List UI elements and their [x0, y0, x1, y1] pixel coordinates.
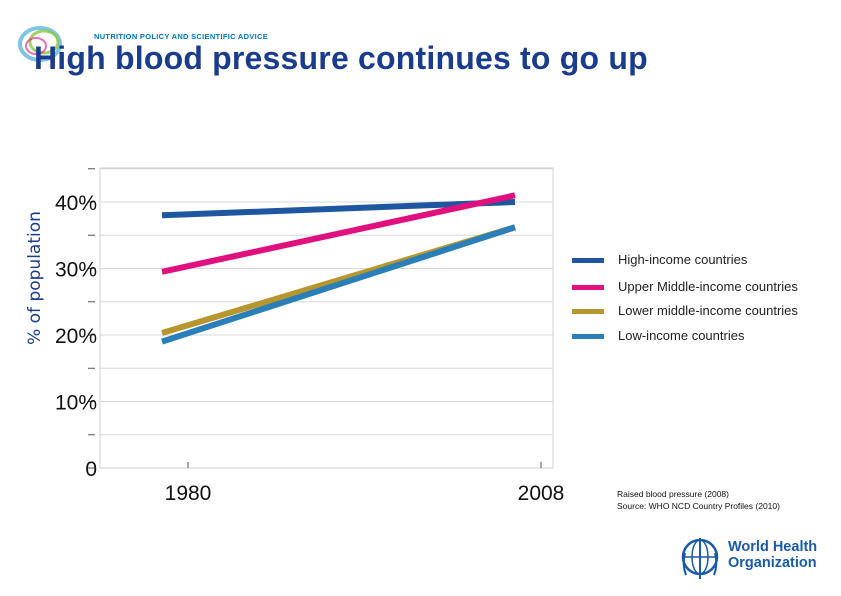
y-tick-labels: 0 10% 20% 30% 40%: [55, 192, 97, 481]
legend-swatch: [572, 309, 604, 314]
series-line: [161, 224, 516, 345]
y-tick-label: 30%: [55, 259, 97, 282]
source-note: Raised blood pressure (2008) Source: WHO…: [617, 488, 780, 512]
chart-series: [161, 192, 516, 345]
chart-axes: [88, 167, 554, 469]
who-name-line-1: World Health: [728, 539, 818, 555]
y-axis-label: % of population: [25, 211, 45, 345]
y-tick-label: 40%: [55, 192, 97, 215]
y-tick-label: 20%: [55, 325, 97, 348]
who-name-line-2: Organization: [728, 555, 817, 571]
legend-label: Upper Middle-income countries: [618, 279, 798, 294]
slide-title: High blood pressure continues to go up: [34, 40, 648, 76]
legend-label: Low-income countries: [618, 328, 745, 343]
legend-label: High-income countries: [618, 252, 748, 267]
legend-swatch: [572, 285, 604, 290]
y-tick-label: 10%: [55, 392, 97, 415]
x-tick-label: 1980: [165, 482, 212, 505]
legend-swatch: [572, 334, 604, 339]
who-emblem-icon: [681, 538, 719, 579]
source-line-2: Source: WHO NCD Country Profiles (2010): [617, 501, 780, 511]
source-line-1: Raised blood pressure (2008): [617, 489, 729, 499]
legend-label: Lower middle-income countries: [618, 303, 798, 318]
nutrition-logo-icon: [18, 26, 62, 62]
plot-area: [99, 167, 554, 469]
header-tagline: NUTRITION POLICY AND SCIENTIFIC ADVICE: [94, 32, 269, 41]
x-tick-labels: 1980 2008: [165, 482, 565, 505]
series-line: [161, 192, 516, 275]
legend-swatch: [572, 258, 604, 263]
y-tick-label: 0: [85, 458, 97, 481]
x-tick-label: 2008: [518, 482, 565, 505]
series-line: [161, 199, 516, 219]
